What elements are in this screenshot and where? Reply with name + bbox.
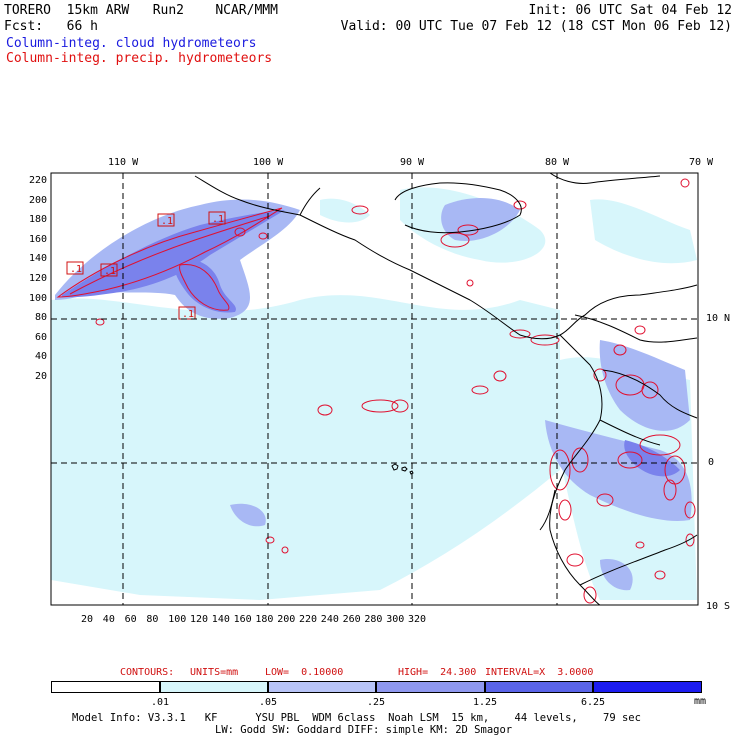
- x-tick-label: 120: [190, 614, 209, 625]
- x-tick-label: 140: [211, 614, 230, 625]
- colorbar-cell: [485, 681, 593, 693]
- x-tick-label: 200: [277, 614, 296, 625]
- y-tick-label: 220: [28, 175, 47, 186]
- x-tick-label: 80: [146, 614, 159, 625]
- colorbar-label: .01: [150, 697, 170, 708]
- contours-label: CONTOURS:: [120, 667, 175, 678]
- x-tick-label: 100: [168, 614, 187, 625]
- x-tick-label: 160: [233, 614, 252, 625]
- x-tick-label: 240: [320, 614, 339, 625]
- header-model-run: TORERO 15km ARW Run2 NCAR/MMM: [4, 3, 278, 18]
- model-info: Model Info: V3.3.1 KF YSU PBL WDM 6class…: [72, 712, 641, 724]
- x-tick-label: 260: [342, 614, 361, 625]
- y-tick-label: 160: [28, 233, 47, 245]
- x-tick-label: 20: [81, 614, 94, 625]
- coastlines: [194, 172, 698, 606]
- contour-label: .1: [161, 216, 173, 227]
- lon-label: 90 W: [400, 157, 425, 168]
- y-tick-label: 200: [28, 194, 47, 206]
- contour-labels: .1 .1 .1 .1 .1: [66, 211, 226, 320]
- lon-label: 70 W: [689, 157, 714, 168]
- x-tick-label: 280: [364, 614, 383, 625]
- y-tick-label: 60: [34, 331, 47, 343]
- lat-label: 10 N: [706, 313, 731, 324]
- contours-units: UNITS=mm: [190, 667, 239, 678]
- colorbar-cell: [160, 681, 268, 693]
- lon-label: 80 W: [545, 157, 570, 168]
- x-tick-label: 180: [255, 614, 274, 625]
- legend-cloud-hydrometeors: Column-integ. cloud hydrometeors: [6, 36, 257, 51]
- cloud-high-field: [62, 210, 680, 477]
- contour-label: .1: [212, 214, 224, 225]
- lat-label: 0: [708, 457, 715, 468]
- contours-high: HIGH= 24.300: [398, 667, 477, 678]
- precip-contours: [56, 178, 696, 604]
- physics-info: LW: Godd SW: Goddard DIFF: simple KM: 2D…: [215, 724, 513, 736]
- colorbar-label: 1.25: [472, 697, 498, 708]
- contours-low: LOW= 0.10000: [265, 667, 344, 678]
- map-frame: [50, 172, 699, 606]
- x-tick-label: 60: [124, 614, 137, 625]
- contour-label: .1: [104, 266, 116, 277]
- y-tick-label: 180: [28, 214, 47, 226]
- y-tick-label: 100: [28, 292, 47, 304]
- y-tick-label: 40: [34, 351, 47, 363]
- x-tick-label: 320: [408, 614, 427, 625]
- y-tick-label: 20: [34, 371, 47, 382]
- contours-interval: INTERVAL=X 3.0000: [485, 667, 594, 678]
- contour-label: .1: [182, 309, 194, 320]
- y-tick-label: 80: [34, 312, 47, 324]
- lon-label: 110 W: [108, 157, 139, 168]
- lat-lon-grid: [51, 173, 698, 605]
- contour-label: .1: [70, 264, 82, 275]
- colorbar-cell: [376, 681, 485, 693]
- colorbar-label: 6.25: [580, 697, 606, 708]
- lat-label: 10 S: [706, 601, 731, 612]
- colorbar-cell: [268, 681, 376, 693]
- header-init-time: Init: 06 UTC Sat 04 Feb 12: [528, 3, 733, 18]
- x-tick-label: 300: [386, 614, 405, 625]
- y-tick-label: 120: [28, 273, 47, 284]
- colorbar-cell: [51, 681, 160, 693]
- colorbar-cell: [593, 681, 702, 693]
- legend-precip-hydrometeors: Column-integ. precip. hydrometeors: [6, 51, 273, 66]
- colorbar-label: .25: [366, 697, 386, 708]
- x-tick-label: 220: [299, 614, 318, 625]
- lon-label: 100 W: [253, 157, 284, 168]
- y-tick-label: 140: [28, 253, 47, 265]
- header-forecast-hour: Fcst: 66 h: [4, 19, 98, 34]
- header-valid-time: Valid: 00 UTC Tue 07 Feb 12 (18 CST Mon …: [340, 19, 732, 34]
- x-tick-label: 40: [102, 614, 115, 625]
- colorbar-unit: mm: [694, 696, 707, 707]
- colorbar-label: .05: [258, 697, 278, 708]
